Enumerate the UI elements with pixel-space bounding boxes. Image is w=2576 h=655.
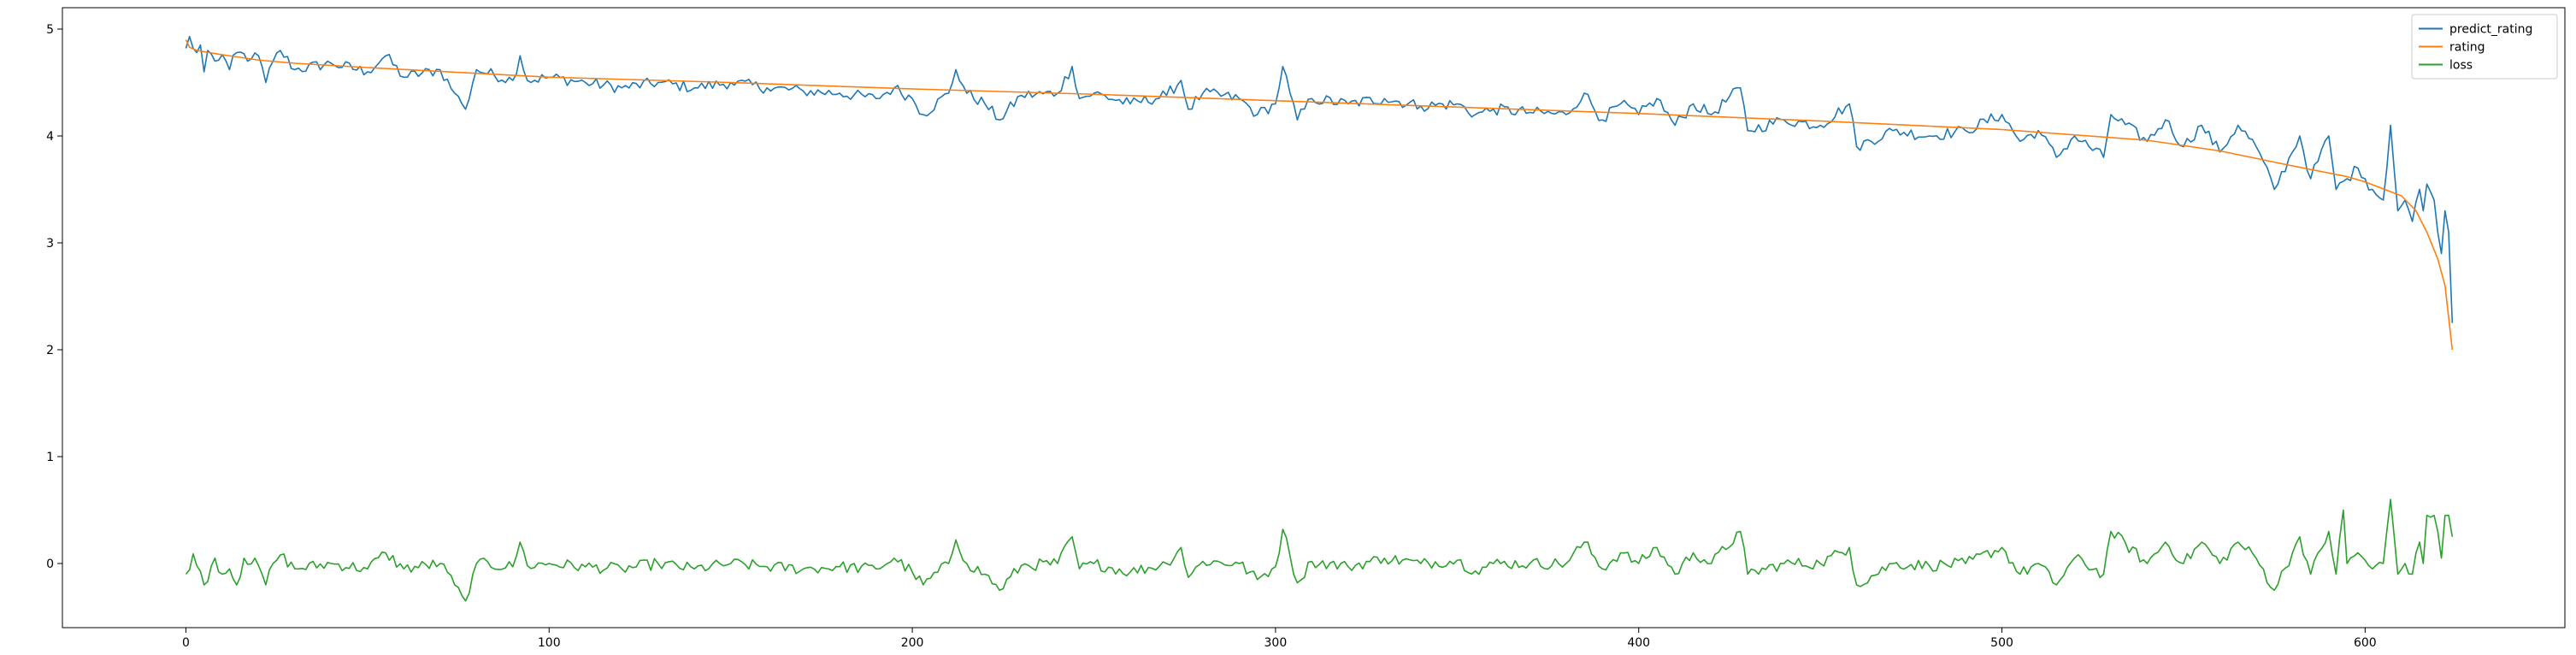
y-tick-label: 2	[46, 344, 54, 357]
x-tick-label: 0	[182, 636, 190, 650]
x-tick-label: 500	[1990, 636, 2013, 650]
series-layer	[185, 35, 2454, 602]
x-tick-label: 300	[1264, 636, 1288, 650]
y-tick-label: 1	[46, 451, 54, 464]
x-tick-label: 600	[2354, 636, 2377, 650]
series-line-rating	[185, 39, 2454, 351]
legend-label-loss: loss	[2449, 59, 2473, 73]
legend-frame	[2411, 14, 2558, 80]
plot-frame	[62, 7, 2566, 628]
y-tick-label: 0	[46, 558, 54, 571]
legend-label-predict-rating: predict_rating	[2449, 23, 2532, 37]
x-tick-label: 200	[901, 636, 924, 650]
legend-label-rating: rating	[2449, 41, 2485, 55]
x-tick-label: 100	[538, 636, 561, 650]
x-tick-label: 400	[1627, 636, 1650, 650]
y-tick-label: 3	[46, 237, 54, 251]
y-axis: 0 1 2 3 4 5	[46, 23, 62, 571]
plot-area	[62, 8, 2565, 628]
y-tick-label: 5	[46, 23, 54, 37]
series-line-loss	[185, 499, 2454, 602]
y-tick-label: 4	[46, 130, 54, 144]
x-axis: 0 100 200 300 400 500 600	[182, 628, 2377, 650]
